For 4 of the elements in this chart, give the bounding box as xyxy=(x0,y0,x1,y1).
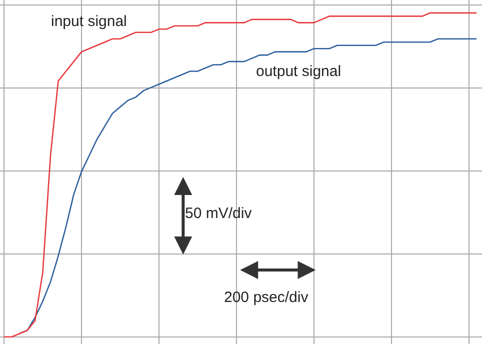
annotation: 50 mV/div xyxy=(185,205,252,222)
series-label: output signal xyxy=(256,63,342,80)
annotation: 200 psec/div xyxy=(224,289,309,306)
series-label: input signal xyxy=(51,13,127,30)
